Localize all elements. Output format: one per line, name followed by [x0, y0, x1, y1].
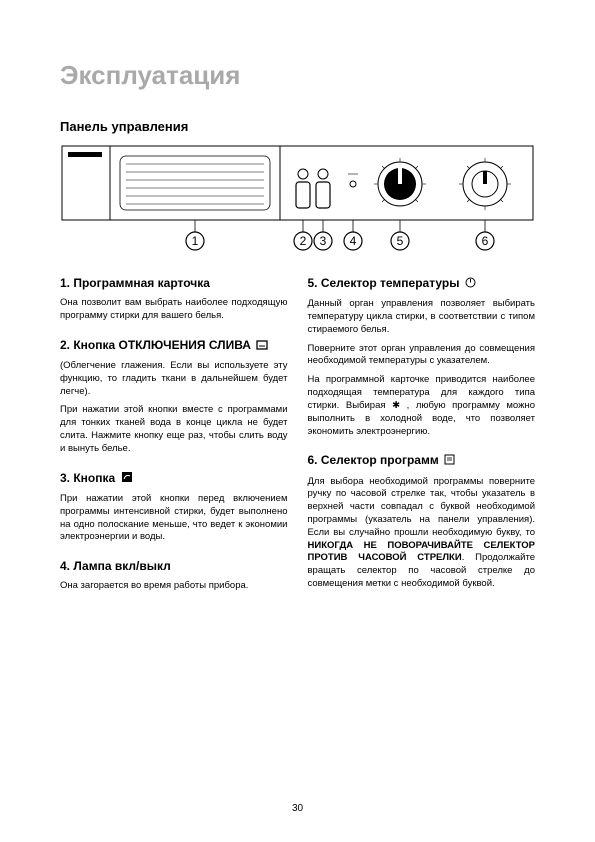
- diagram-label-3: 3: [320, 234, 327, 248]
- content-columns: 1. Программная карточка Она позволит вам…: [60, 269, 535, 599]
- page-number: 30: [0, 803, 595, 814]
- right-column: 5. Селектор температуры Данный орган упр…: [308, 269, 536, 599]
- diagram-label-6: 6: [482, 234, 489, 248]
- section-4-heading: 4. Лампа вкл/выкл: [60, 558, 288, 574]
- cancel-spin-icon: [256, 338, 268, 354]
- section-2-heading: 2. Кнопка ОТКЛЮЧЕНИЯ СЛИВА: [60, 337, 288, 354]
- temperature-icon: [465, 276, 476, 292]
- section-2-p2: При нажатии этой кнопки вместе с програм…: [60, 404, 288, 455]
- section-1-heading: 1. Программная карточка: [60, 275, 288, 291]
- diagram-label-5: 5: [397, 234, 404, 248]
- section-4-p1: Она загорается во время работы прибора.: [60, 580, 288, 593]
- diagram-label-2: 2: [300, 234, 307, 248]
- section-5-heading: 5. Селектор температуры: [308, 275, 536, 292]
- page-title: Эксплуатация: [60, 60, 535, 91]
- section-6-p1: Для выбора необходимой программы поверни…: [308, 476, 536, 591]
- section-1-p1: Она позволит вам выбрать наиболее подход…: [60, 297, 288, 323]
- diagram-label-4: 4: [350, 234, 357, 248]
- section-5-p3: На программной карточке приводится наибо…: [308, 374, 536, 438]
- left-column: 1. Программная карточка Она позволит вам…: [60, 269, 288, 599]
- eco-icon: [121, 471, 133, 487]
- section-2-p1: (Облегчение глажения. Если вы использует…: [60, 360, 288, 398]
- control-panel-diagram: 1 2 3 4 5 6: [60, 144, 535, 254]
- diagram-label-1: 1: [192, 234, 199, 248]
- section-5-p1: Данный орган управления позволяет выбира…: [308, 298, 536, 336]
- programme-icon: [444, 453, 455, 469]
- section-5-p2: Поверните этот орган управления до совме…: [308, 343, 536, 369]
- section-3-heading: 3. Кнопка: [60, 470, 288, 487]
- panel-subtitle: Панель управления: [60, 119, 535, 134]
- section-6-heading: 6. Селектор программ: [308, 452, 536, 469]
- section-3-p1: При нажатии этой кнопки перед включением…: [60, 493, 288, 544]
